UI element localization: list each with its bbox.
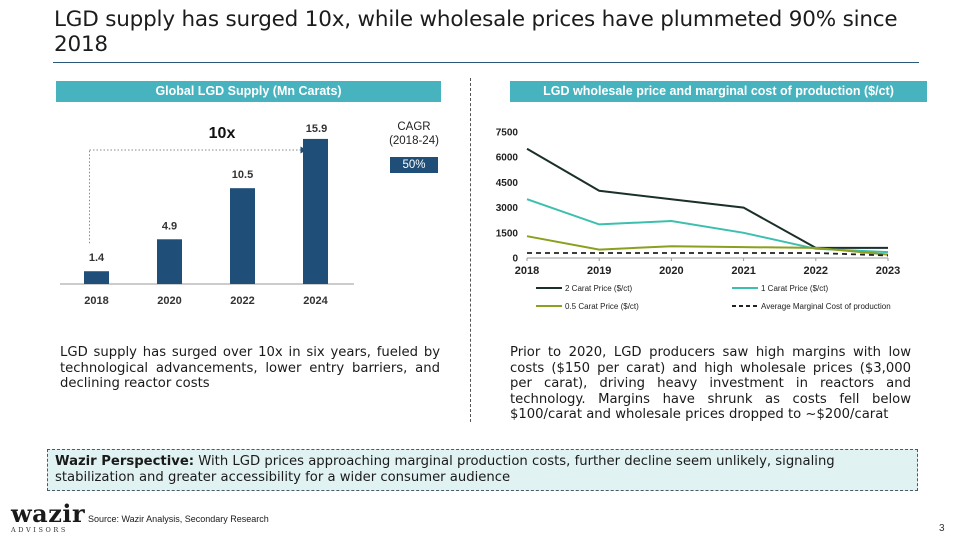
y-tick-label: 1500 — [496, 228, 519, 239]
price-line-chart: 0 1500 3000 4500 6000 7500 2018 2019 2020 2021 202… — [496, 128, 900, 312]
perspective-label: Wazir Perspective: — [55, 454, 195, 469]
series-line — [526, 147, 888, 249]
bar-category-label: 2022 — [230, 295, 254, 307]
bar-category-label: 2024 — [303, 295, 328, 307]
y-tick-label: 4500 — [496, 178, 519, 189]
y-tick-label: 0 — [512, 254, 518, 265]
bar-value-label: 4.9 — [162, 220, 177, 232]
x-tick-label: 2021 — [731, 265, 755, 277]
x-tick-label: 2022 — [804, 265, 828, 277]
supply-bar — [230, 188, 255, 284]
bar-category-label: 2018 — [84, 295, 108, 307]
source-note: Source: Wazir Analysis, Secondary Resear… — [88, 514, 269, 524]
y-tick-label: 3000 — [496, 203, 519, 214]
y-tick-label: 7500 — [496, 128, 519, 139]
bar-category-label: 2020 — [157, 295, 181, 307]
cagr-label: CAGR (2018-24) — [389, 121, 439, 147]
legend-label: 2 Carat Price ($/ct) — [565, 284, 632, 293]
series-line — [527, 252, 889, 257]
x-tick-label: 2018 — [515, 265, 539, 277]
logo-subtitle: ADVISORS — [11, 526, 68, 534]
cagr-value-badge: 50% — [390, 157, 438, 173]
growth-multiplier-label: 10x — [209, 125, 236, 142]
legend-label: 0.5 Carat Price ($/ct) — [565, 302, 639, 311]
panel-divider — [470, 78, 471, 422]
supply-bar — [157, 239, 182, 284]
supply-chart-header: Global LGD Supply (Mn Carats) — [56, 81, 441, 102]
title-rule — [53, 62, 919, 63]
supply-description: LGD supply has surged over 10x in six ye… — [60, 345, 440, 392]
supply-bar-chart: 10x 1.4 2018 4.9 2020 10.5 2022 15.9 2024 — [60, 123, 354, 307]
series-line — [526, 235, 889, 256]
x-tick-label: 2023 — [876, 265, 900, 277]
y-tick-label: 6000 — [496, 153, 519, 164]
bar-value-label: 15.9 — [306, 123, 327, 135]
logo-wordmark: wazir — [11, 499, 86, 528]
series-line — [526, 198, 889, 254]
price-description: Prior to 2020, LGD producers saw high ma… — [510, 345, 911, 423]
wazir-logo: wazir ADVISORS — [11, 499, 86, 537]
x-tick-label: 2020 — [659, 265, 683, 277]
bar-value-label: 10.5 — [232, 169, 253, 181]
bar-value-label: 1.4 — [89, 252, 105, 264]
wazir-perspective-box: Wazir Perspective: With LGD prices appro… — [47, 449, 918, 491]
supply-bar — [303, 138, 328, 284]
legend-label: Average Marginal Cost of production — [761, 302, 891, 311]
slide-title: LGD supply has surged 10x, while wholesa… — [54, 7, 898, 57]
supply-bar — [84, 271, 109, 284]
legend-label: 1 Carat Price ($/ct) — [761, 284, 828, 293]
price-chart-header: LGD wholesale price and marginal cost of… — [510, 81, 927, 102]
perspective-text: With LGD prices approaching marginal pro… — [55, 454, 835, 485]
x-tick-label: 2019 — [587, 265, 611, 277]
page-number: 3 — [939, 523, 945, 534]
